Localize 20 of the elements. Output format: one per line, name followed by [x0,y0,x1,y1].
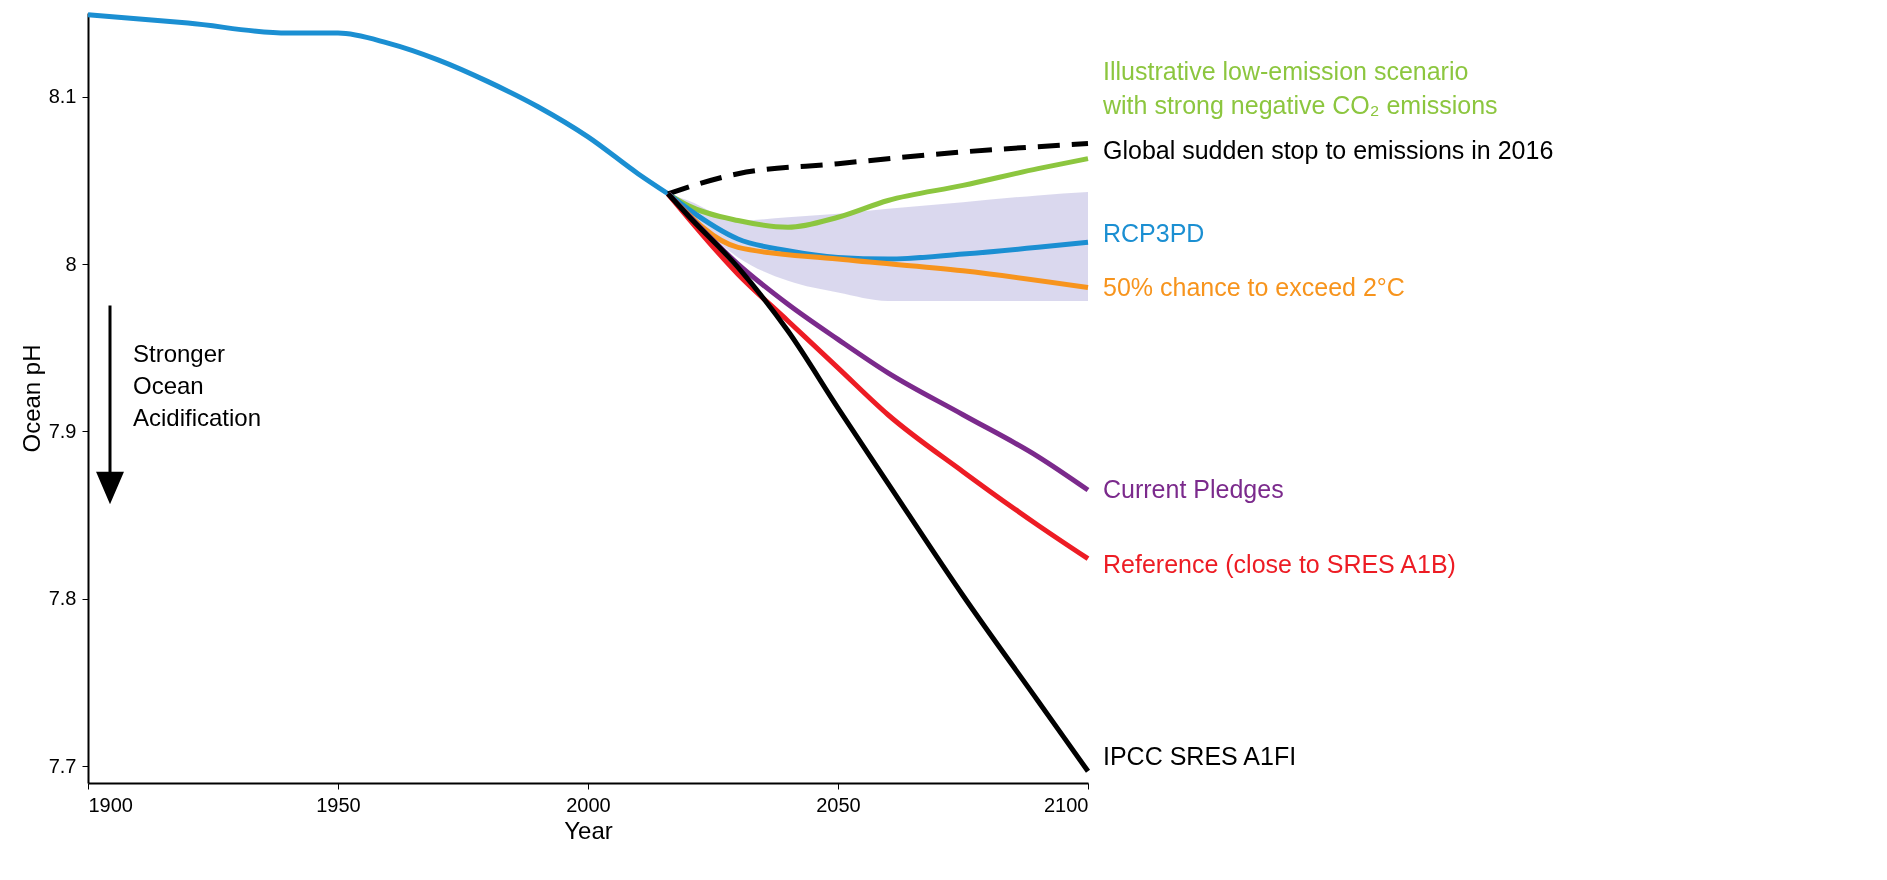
y-tick-label: 7.7 [48,754,77,777]
y-tick-label: 7.8 [48,587,77,610]
y-tick-label: 7.9 [48,419,77,442]
x-tick-label: 2000 [566,793,611,816]
x-tick-label: 2050 [816,793,861,816]
series-label: Current Pledges [1103,475,1284,504]
y-tick-label: 8 [65,252,77,275]
series-label: RCP3PD [1103,219,1205,248]
series-label: Illustrative low-emission scenario with strong negative CO₂ emissions [1102,56,1498,119]
series-label: IPCC SRES A1FI [1103,742,1297,771]
y-tick-label: 8.1 [48,85,77,108]
series-label: Reference (close to SRES A1B) [1103,549,1456,578]
annotation: Stronger Ocean Acidification [133,340,262,431]
series-label: 50% chance to exceed 2°C [1103,272,1405,301]
x-tick-label: 1950 [316,793,361,816]
x-tick-label: 1900 [88,793,133,816]
x-axis-title: Year [564,816,613,844]
y-axis-title: Ocean pH [17,344,45,453]
series-label: Global sudden stop to emissions in 2016 [1103,135,1554,164]
x-tick-label: 2100 [1044,793,1089,816]
